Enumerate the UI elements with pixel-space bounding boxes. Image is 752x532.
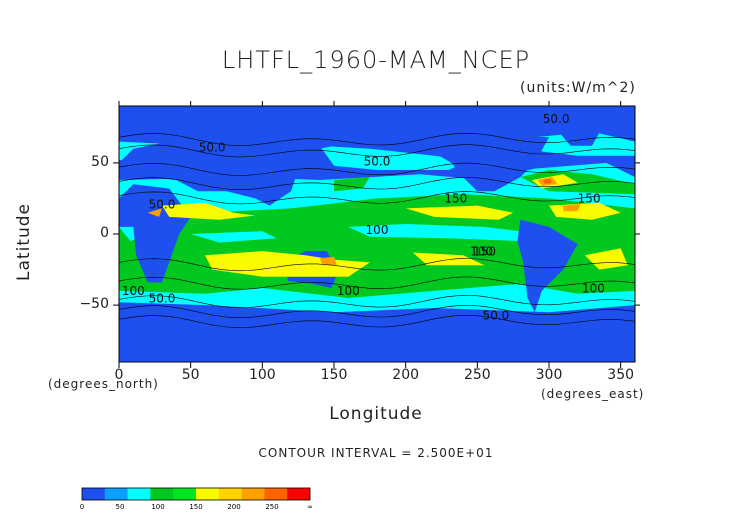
y-tick-label: 0: [100, 225, 109, 241]
contour-label: 50.0: [149, 197, 176, 211]
colorbar-segment: [173, 488, 197, 500]
colorbar-label: 200: [227, 503, 241, 511]
plot-area: [119, 106, 635, 362]
contour-label: 50.0: [149, 291, 176, 305]
colorbar-label: 50: [115, 503, 125, 511]
units-label: (units:W/m^2): [520, 80, 636, 96]
band-yellow: [162, 202, 256, 220]
y-axis-label: Latitude: [14, 203, 34, 281]
colorbar-segment: [241, 488, 265, 500]
colorbar-frame: [81, 487, 311, 501]
band-red: [543, 178, 552, 185]
y-tick-label: −50: [79, 296, 109, 313]
x-tick-label: 0: [114, 367, 124, 383]
contour-label: 150: [444, 192, 467, 206]
band-orange: [319, 256, 337, 266]
contour-label: 100: [122, 284, 145, 298]
contour-line: [119, 177, 635, 191]
band-yellow: [584, 248, 628, 270]
y-unit-note: (degrees_north): [48, 377, 159, 391]
contour-label: 50.0: [543, 112, 570, 126]
contour-label: 50.0: [199, 141, 226, 155]
contour-line: [119, 314, 635, 328]
land-mass: [405, 134, 549, 192]
y-tick-label: 50: [91, 153, 109, 170]
band-yellow: [412, 252, 485, 266]
contour-label: 150: [578, 192, 601, 206]
contour-labels: 50.050.050.050.010015015010015010010050.…: [122, 112, 605, 322]
band-orange: [563, 204, 581, 212]
band-cyan-inner: [190, 231, 277, 243]
x-tick-label: 100: [248, 367, 276, 383]
x-tick-label: 50: [181, 367, 200, 383]
colorbar-segment: [264, 488, 288, 500]
colorbar-segment: [104, 488, 128, 500]
contour-label: 100: [366, 223, 389, 237]
band-cyan-inner: [348, 224, 521, 242]
colorbar-label: 100: [151, 503, 165, 511]
contour-label: 100: [337, 284, 360, 298]
contour-label: 50.0: [364, 155, 391, 169]
x-tick-label: 150: [320, 367, 348, 383]
colorbar-segment: [82, 488, 106, 500]
contour-line: [119, 162, 635, 176]
contour-label: 50.0: [483, 308, 510, 322]
land-mass: [517, 219, 578, 313]
band-yellow: [405, 205, 514, 220]
colorbar: [81, 487, 311, 501]
x-tick-label: 250: [463, 367, 491, 383]
x-tick-label: 350: [607, 367, 635, 383]
colorbar-label: ∞: [307, 503, 313, 511]
colorbar-segment: [196, 488, 220, 500]
contour-line: [119, 132, 635, 146]
colorbar-label: 150: [189, 503, 203, 511]
chart-title: LHTFL_1960-MAM_NCEP: [221, 46, 531, 74]
x-unit-note: (degrees_east): [541, 387, 645, 401]
x-tick-label: 300: [535, 367, 563, 383]
colorbar-segment: [127, 488, 151, 500]
colorbar-label: 250: [265, 503, 279, 511]
x-axis-label: Longitude: [329, 404, 423, 424]
contour-line: [119, 305, 635, 319]
band-cyan: [319, 145, 471, 170]
contour-label: 150: [473, 244, 496, 258]
contour-line: [119, 191, 635, 205]
colorbar-segment: [287, 488, 311, 500]
colorbar-label: 0: [79, 503, 85, 511]
contour-label: 100: [582, 281, 605, 295]
contour-line: [119, 144, 635, 158]
contour-line: [119, 258, 635, 272]
band-orange: [147, 208, 162, 217]
contour-line: [119, 295, 635, 309]
band-green: [520, 170, 635, 195]
contour-interval: CONTOUR INTERVAL = 2.500E+01: [258, 446, 494, 460]
x-tick-label: 200: [392, 367, 420, 383]
land-mass: [549, 120, 607, 146]
contour-label: 100: [470, 244, 493, 258]
colorbar-segment: [150, 488, 174, 500]
x-axis-ticks: [118, 101, 622, 368]
contour-line: [119, 276, 635, 290]
y-axis-ticks: [113, 162, 640, 306]
colorbar-segment: [218, 488, 242, 500]
